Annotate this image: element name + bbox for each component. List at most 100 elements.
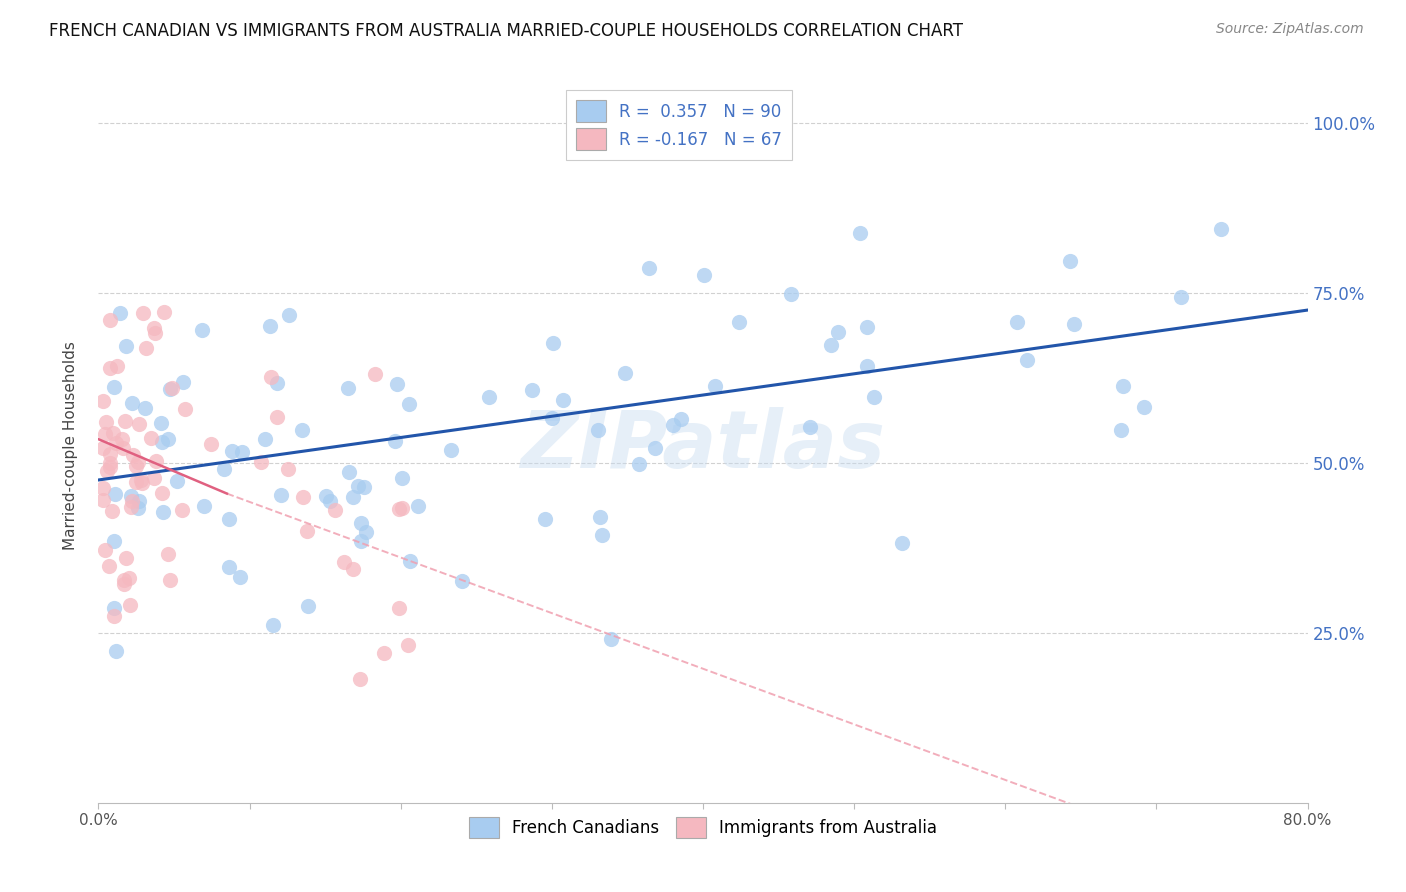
Point <box>266 409 288 424</box>
Point <box>120 489 142 503</box>
Point <box>820 338 842 352</box>
Point <box>703 378 725 392</box>
Point <box>827 325 849 339</box>
Point <box>614 366 637 380</box>
Point <box>586 423 609 437</box>
Point <box>354 524 377 539</box>
Point <box>118 571 141 585</box>
Point <box>150 416 173 430</box>
Point <box>131 473 153 487</box>
Point <box>364 368 387 382</box>
Point <box>350 533 373 548</box>
Point <box>270 488 292 502</box>
Point <box>91 393 114 408</box>
Point <box>337 381 360 395</box>
Point <box>342 490 364 504</box>
Point <box>159 382 181 396</box>
Point <box>115 551 138 566</box>
Point <box>143 321 166 335</box>
Point <box>101 504 124 518</box>
Point <box>350 516 373 531</box>
Point <box>200 436 222 450</box>
Point <box>1133 401 1156 415</box>
Point <box>98 456 121 470</box>
Point <box>143 326 166 341</box>
Point <box>856 319 879 334</box>
Point <box>98 459 121 474</box>
Point <box>143 471 166 485</box>
Point <box>135 341 157 355</box>
Point <box>387 376 409 391</box>
Point <box>589 510 612 524</box>
Point <box>1170 290 1192 304</box>
Point <box>145 454 167 468</box>
Legend: French Canadians, Immigrants from Australia: French Canadians, Immigrants from Austra… <box>458 806 948 848</box>
Point <box>152 505 174 519</box>
Point <box>1111 423 1133 437</box>
Point <box>98 313 121 327</box>
Point <box>127 501 149 516</box>
Point <box>94 427 117 442</box>
Point <box>291 490 314 504</box>
Point <box>262 617 284 632</box>
Point <box>132 306 155 320</box>
Point <box>779 287 801 301</box>
Point <box>124 475 146 489</box>
Point <box>120 500 142 514</box>
Point <box>91 441 114 455</box>
Point <box>533 512 555 526</box>
Point <box>266 376 288 390</box>
Point <box>349 673 371 687</box>
Point <box>218 560 240 574</box>
Point <box>478 390 501 404</box>
Point <box>249 455 271 469</box>
Point <box>125 459 148 474</box>
Point <box>342 562 364 576</box>
Point <box>121 494 143 508</box>
Point <box>156 547 179 561</box>
Point <box>319 493 342 508</box>
Point <box>96 464 118 478</box>
Point <box>127 454 149 468</box>
Point <box>278 308 301 322</box>
Point <box>254 432 277 446</box>
Point <box>1015 352 1038 367</box>
Point <box>221 444 243 458</box>
Point <box>346 479 368 493</box>
Point <box>128 494 150 508</box>
Point <box>291 423 314 437</box>
Point <box>522 383 544 397</box>
Point <box>1112 378 1135 392</box>
Point <box>114 573 136 587</box>
Point <box>333 555 356 569</box>
Point <box>173 401 195 416</box>
Text: ZIPatlas: ZIPatlas <box>520 407 886 485</box>
Point <box>628 457 651 471</box>
Point <box>541 336 564 351</box>
Point <box>337 465 360 479</box>
Point <box>166 474 188 488</box>
Point <box>662 417 685 432</box>
Point <box>1063 318 1085 332</box>
Point <box>693 268 716 282</box>
Point <box>599 632 621 647</box>
Point <box>131 475 153 490</box>
Point <box>103 380 125 394</box>
Point <box>295 524 318 538</box>
Point <box>353 480 375 494</box>
Point <box>105 436 128 450</box>
Point <box>98 360 121 375</box>
Point <box>856 359 879 373</box>
Point <box>638 261 661 276</box>
Point <box>388 502 411 516</box>
Point <box>384 434 406 449</box>
Point <box>159 573 181 587</box>
Point <box>104 643 127 657</box>
Point <box>863 390 886 404</box>
Point <box>277 461 299 475</box>
Point <box>669 411 692 425</box>
Point <box>139 431 162 445</box>
Point <box>396 638 419 652</box>
Point <box>172 375 194 389</box>
Point <box>112 576 135 591</box>
